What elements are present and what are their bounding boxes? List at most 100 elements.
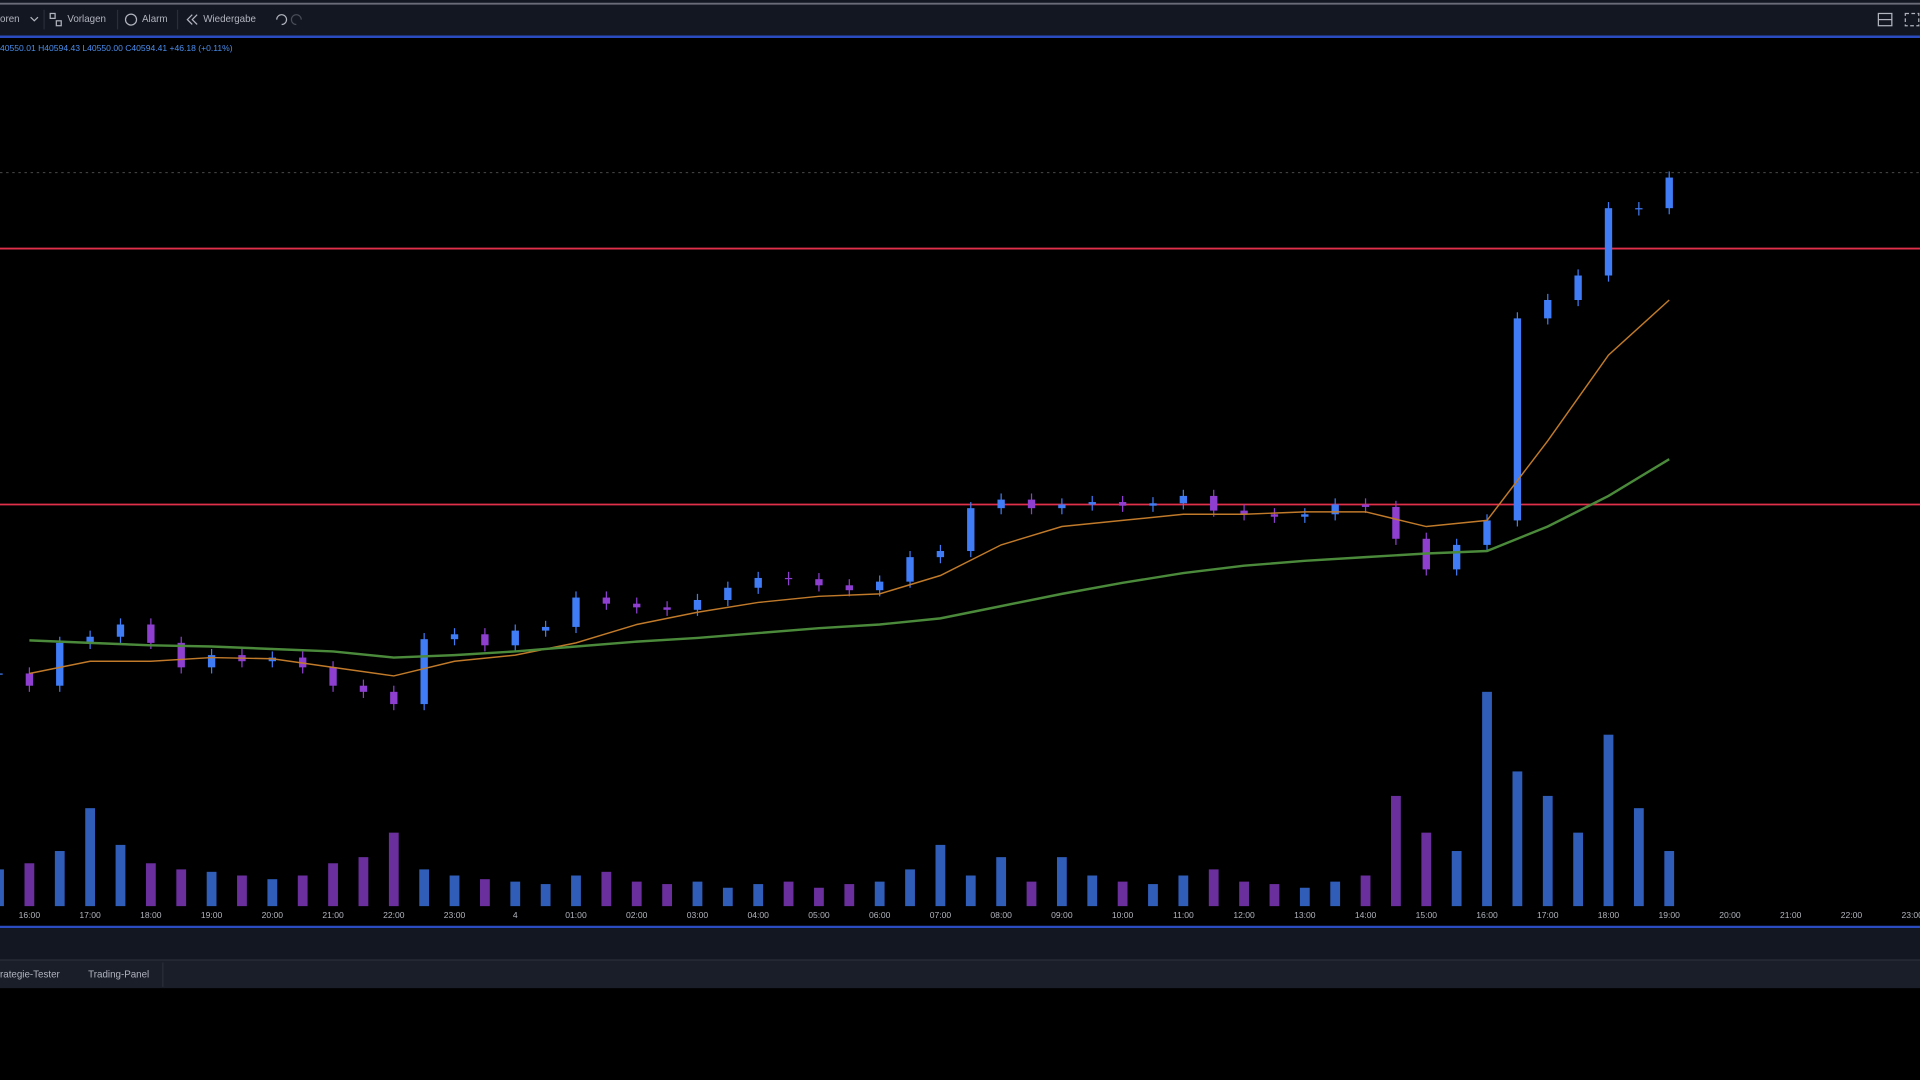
volume-bar [1330, 881, 1341, 907]
time-label: 20:00 [1719, 910, 1741, 920]
templates-icon[interactable] [55, 20, 62, 27]
candle-body [541, 626, 550, 631]
candle-body [784, 577, 793, 580]
volume-bar [1482, 691, 1492, 907]
time-label: 21:00 [322, 910, 344, 920]
volume-bar [1117, 881, 1128, 907]
time-label: 23:00 [444, 910, 466, 920]
candle-body [177, 642, 185, 668]
volume-bar [1299, 887, 1310, 907]
candle-body [1058, 504, 1066, 509]
templates-icon[interactable] [49, 12, 56, 19]
toolbar-item[interactable]: Vorlagen [67, 14, 106, 25]
time-label: 4 [513, 910, 518, 920]
candle-body [1088, 502, 1096, 505]
time-label: 17:00 [1537, 910, 1559, 920]
candle-body [1118, 502, 1127, 506]
toolbar-item[interactable]: Wiedergabe [203, 14, 256, 25]
volume-bar [905, 869, 915, 907]
tab[interactable]: Trading-Panel [88, 969, 149, 980]
volume-bar [1512, 771, 1523, 907]
candle-body [845, 585, 853, 591]
candle-body [1392, 506, 1400, 539]
time-label: 14:00 [1355, 910, 1377, 920]
volume-bar [996, 857, 1007, 907]
candle-body [1483, 520, 1491, 545]
candle-body [572, 597, 580, 627]
bottom-tabs [0, 960, 1920, 989]
time-label: 19:00 [201, 910, 223, 920]
candle-body [1301, 514, 1309, 517]
toolbar-item[interactable]: Alarm [142, 14, 168, 25]
volume-bar [1239, 881, 1249, 907]
candle-body [602, 597, 611, 604]
volume-bar [783, 881, 794, 907]
candle-body [754, 577, 762, 588]
tab[interactable]: rategie-Tester [0, 969, 61, 980]
candle-body [390, 691, 398, 705]
candle-body [1331, 504, 1339, 515]
volume-bar [1573, 832, 1584, 907]
candle-body [1179, 495, 1188, 504]
candle-body [1544, 300, 1552, 319]
volume-bar [1603, 734, 1614, 907]
candle-body [481, 634, 489, 646]
time-label: 19:00 [1659, 910, 1681, 920]
time-label: 22:00 [383, 910, 405, 920]
candle-body [1574, 275, 1582, 300]
time-label: 18:00 [1598, 910, 1620, 920]
candle-body [815, 579, 823, 586]
candle-body [1635, 208, 1643, 210]
volume-bar [722, 887, 733, 907]
candle-body [1361, 504, 1370, 507]
time-label: 08:00 [990, 910, 1012, 920]
time-label: 10:00 [1112, 910, 1134, 920]
candle-body [1210, 495, 1218, 511]
time-label: 18:00 [140, 910, 162, 920]
candle-body [967, 508, 975, 552]
time-label: 07:00 [930, 910, 952, 920]
volume-bar [1633, 808, 1644, 907]
volume-bar [1026, 881, 1037, 907]
undo-icon[interactable] [276, 14, 288, 26]
volume-bar [115, 844, 126, 907]
toolbar-item[interactable]: oren [0, 14, 20, 25]
candle-body [1513, 318, 1522, 521]
volume-bar [419, 869, 430, 907]
replay-icon[interactable] [186, 14, 198, 25]
redo-icon[interactable] [290, 14, 302, 26]
candle-body [56, 642, 64, 686]
moving-average [29, 299, 1670, 677]
volume-bar [540, 884, 551, 907]
volume-bar [1056, 857, 1067, 907]
fullscreen-icon[interactable] [1904, 12, 1920, 27]
volume-bar [935, 844, 946, 907]
time-label: 12:00 [1233, 910, 1255, 920]
volume-bar [237, 875, 247, 907]
time-label: 02:00 [626, 910, 648, 920]
time-label: 01:00 [565, 910, 587, 920]
ohlc-legend: 40550.01 H40594.43 L40550.00 C40594.41 +… [0, 43, 233, 53]
volume-bar [1542, 795, 1553, 907]
candle-body [359, 685, 368, 692]
volume-bar [145, 863, 156, 907]
dropdown-icon[interactable] [30, 16, 39, 22]
volume-bar [24, 863, 35, 907]
candle-body [906, 557, 914, 582]
candle-body [147, 624, 155, 643]
time-label: 21:00 [1780, 910, 1802, 920]
time-label: 06:00 [869, 910, 891, 920]
toolbar [0, 0, 1920, 37]
volume-bar [1269, 884, 1280, 907]
volume-bar [358, 857, 369, 907]
candle-body [1149, 503, 1157, 506]
alarm-icon[interactable] [124, 13, 138, 26]
time-labels: 16:00 17:00 18:00 19:00 20:00 21:00 22:00 23:00… [19, 910, 1920, 920]
candle-body [997, 499, 1005, 509]
volume-bar [571, 875, 581, 907]
candle-body [116, 624, 125, 637]
volume-bar [1451, 851, 1462, 907]
volume-bar [662, 884, 672, 907]
